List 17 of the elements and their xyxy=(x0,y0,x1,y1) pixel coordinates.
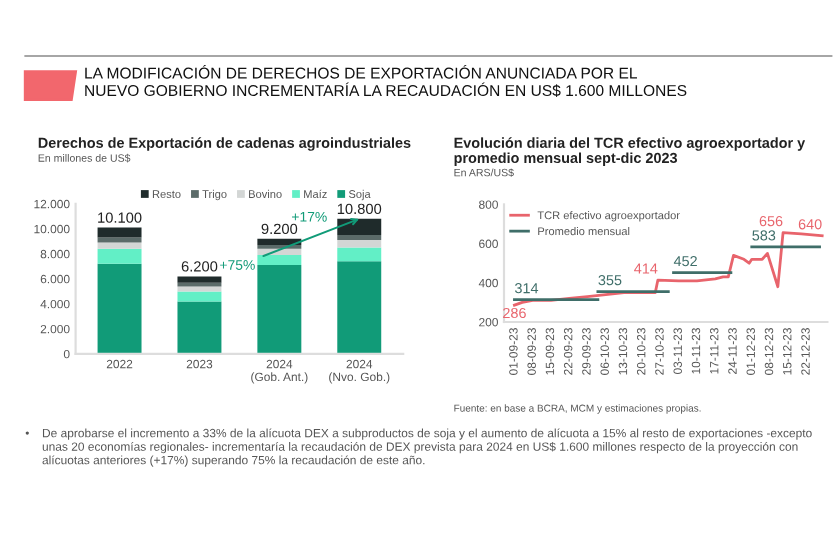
bar xyxy=(97,237,142,243)
bar xyxy=(337,261,382,354)
bar xyxy=(257,255,302,266)
bar xyxy=(97,248,142,264)
bar xyxy=(337,218,382,236)
bar xyxy=(177,291,222,302)
bar xyxy=(177,286,222,292)
bar xyxy=(177,276,222,283)
line-series xyxy=(513,231,824,307)
bar xyxy=(337,247,382,262)
bar xyxy=(97,263,142,354)
bar xyxy=(97,242,142,249)
bar xyxy=(177,301,222,354)
bar xyxy=(337,235,382,241)
bar xyxy=(257,265,302,354)
bar xyxy=(337,240,382,248)
bar xyxy=(97,227,142,238)
